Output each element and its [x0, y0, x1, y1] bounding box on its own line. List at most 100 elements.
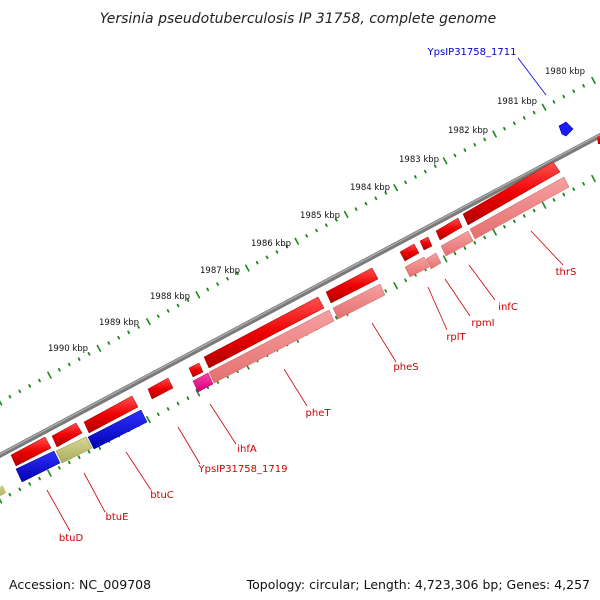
minor-tick — [562, 192, 566, 197]
minor-tick — [334, 218, 338, 222]
leader-thrS — [530, 230, 564, 266]
minor-tick — [483, 235, 487, 240]
minor-tick — [305, 234, 309, 238]
minor-tick — [137, 325, 140, 329]
minor-tick — [57, 368, 61, 372]
minor-tick — [562, 94, 566, 99]
gene-label-ihfA[interactable]: ihfA — [237, 444, 257, 455]
minor-tick — [572, 89, 576, 93]
gene-arrow-infC[interactable] — [435, 217, 463, 241]
major-tick — [393, 184, 398, 192]
minor-tick — [453, 153, 457, 158]
gene-label-pheT[interactable]: pheT — [306, 408, 332, 419]
major-tick — [541, 103, 547, 111]
minor-tick — [38, 476, 41, 481]
kbp-label: 1989 kbp — [99, 318, 139, 328]
major-tick — [591, 174, 596, 183]
minor-tick — [87, 351, 91, 356]
minor-tick — [473, 142, 477, 147]
minor-tick — [107, 341, 111, 345]
gene-label-rpmI[interactable]: rpmI — [471, 318, 494, 329]
kbp-scale-labels: 1980 kbp 1981 kbp 1982 kbp 1983 kbp 1984… — [48, 67, 585, 354]
major-tick — [343, 210, 349, 219]
major-tick — [47, 371, 52, 379]
gene-YpsIP31758_1711[interactable] — [558, 121, 600, 144]
gene-label-YpsIP31758_1711[interactable]: YpsIP31758_1711 — [427, 47, 517, 58]
major-tick — [393, 282, 398, 290]
cds-bar-pheS[interactable] — [332, 283, 386, 320]
kbp-label: 1980 kbp — [545, 67, 585, 77]
major-tick — [96, 344, 102, 353]
leader-infC — [468, 264, 496, 301]
gene-arrow-rplT[interactable] — [399, 243, 420, 262]
gene-label-btuE[interactable]: btuE — [106, 512, 129, 523]
minor-tick — [67, 460, 71, 465]
minor-tick — [384, 191, 388, 195]
major-tick — [591, 76, 596, 85]
gene-label-infC[interactable]: infC — [498, 302, 518, 313]
leader-pheS — [371, 322, 397, 363]
leader-pheT — [283, 368, 308, 407]
gene-arrow-pheT[interactable] — [203, 296, 325, 369]
kbp-label: 1981 kbp — [497, 97, 537, 107]
cds-bar-pheT[interactable] — [208, 309, 335, 384]
minor-tick — [206, 287, 210, 292]
gene-label-thrS[interactable]: thrS — [556, 267, 577, 278]
label-leaders — [46, 57, 564, 532]
minor-tick — [532, 208, 536, 213]
cds-bar-thrS[interactable] — [469, 176, 570, 240]
leader-btuC — [125, 451, 152, 491]
gene-label-YpsIP31758_1719[interactable]: YpsIP31758_1719 — [198, 464, 288, 475]
minor-tick — [176, 303, 180, 308]
gene-arrow-btuD[interactable] — [10, 436, 52, 467]
cds-bar-btuE[interactable] — [55, 436, 93, 464]
cds-bars — [0, 176, 570, 496]
leader-YpsIP31758_1719 — [177, 426, 201, 465]
minor-tick — [572, 187, 576, 191]
gene-label-btuC[interactable]: btuC — [150, 490, 174, 501]
minor-tick — [522, 116, 526, 120]
minor-tick — [156, 412, 160, 417]
gene-arrow-btuC[interactable] — [83, 395, 139, 434]
major-tick — [442, 255, 448, 263]
gene-arrow-btuE[interactable] — [51, 422, 83, 448]
gene-arrow-thrS[interactable] — [462, 161, 561, 226]
gene-labels: YpsIP31758_1711 thrS infC rpmI rplT pheS… — [59, 47, 577, 544]
major-tick — [195, 291, 201, 299]
cds-bar-ihfA[interactable] — [192, 372, 214, 393]
minor-tick — [28, 384, 32, 388]
kbp-label: 1987 kbp — [200, 266, 240, 276]
gene-arrow-pheS[interactable] — [325, 267, 379, 304]
gene-arrow-ihfA[interactable] — [188, 362, 204, 378]
minor-tick — [552, 100, 556, 104]
map-title: Yersinia pseudotuberculosis IP 31758, co… — [100, 11, 497, 27]
minor-tick — [364, 201, 368, 206]
cds-bar-infC[interactable] — [440, 230, 474, 257]
cds-bar-btuD[interactable] — [15, 450, 61, 483]
minor-tick — [77, 357, 81, 361]
minor-tick — [503, 126, 506, 131]
minor-tick — [8, 492, 12, 497]
cds-bar-rpmI[interactable] — [425, 252, 442, 270]
cds-bar-rplT[interactable] — [404, 256, 430, 278]
minor-tick — [186, 396, 190, 400]
kbp-label: 1990 kbp — [48, 344, 88, 354]
minor-tick — [18, 487, 22, 492]
gene-label-btuD[interactable]: btuD — [59, 533, 84, 544]
minor-tick — [414, 175, 417, 179]
minor-tick — [186, 298, 190, 302]
minor-tick — [38, 378, 41, 383]
minor-tick — [433, 164, 437, 168]
minor-tick — [226, 276, 229, 281]
gene-arrows-forward — [10, 161, 561, 467]
gene-arrow-rpmI[interactable] — [419, 236, 433, 251]
gene-label-pheS[interactable]: pheS — [393, 362, 418, 373]
minor-tick — [77, 455, 81, 459]
major-tick — [492, 130, 497, 138]
gene-arrow-YpsIP31758_1719[interactable] — [147, 377, 174, 400]
cds-bar-btuC[interactable] — [87, 409, 148, 450]
gene-label-rplT[interactable]: rplT — [446, 332, 466, 343]
minor-tick — [67, 362, 71, 367]
minor-tick — [325, 223, 328, 227]
leader-btuE — [83, 472, 106, 513]
